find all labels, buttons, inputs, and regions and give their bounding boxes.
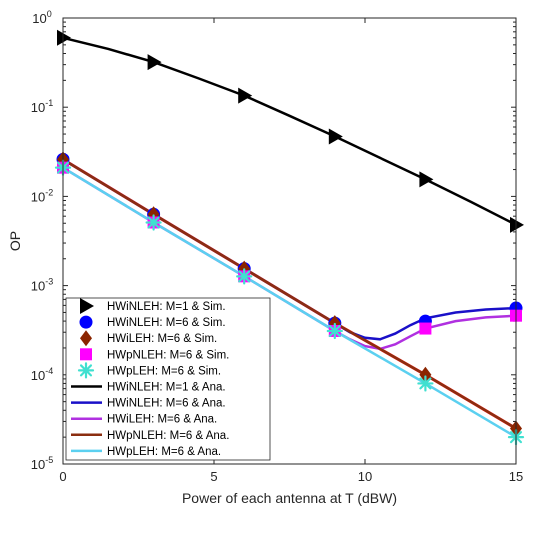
data-point <box>147 54 162 71</box>
asterisk-stroke <box>79 364 93 377</box>
series-line <box>62 158 517 430</box>
legend-entry-label: HWiLEH: M=6 & Sim. <box>107 333 217 345</box>
data-point <box>419 322 432 335</box>
legend-entry-label: HWiLEH: M=6 & Ana. <box>107 414 217 426</box>
series-markers <box>54 29 525 446</box>
data-point <box>79 315 93 329</box>
y-tick-exponent: -1 <box>45 98 53 108</box>
data-point <box>236 268 253 285</box>
series-line <box>62 166 517 439</box>
y-tick-base: 10 <box>31 100 45 115</box>
y-tick-exponent: -2 <box>45 187 53 197</box>
y-tick-base: 10 <box>31 189 45 204</box>
y-tick-label: 10-2 <box>31 187 53 204</box>
x-tick-label: 0 <box>59 469 66 484</box>
data-point <box>145 214 162 231</box>
x-axis-label: Power of each antenna at T (dBW) <box>182 490 397 506</box>
x-tick-label: 15 <box>509 469 523 484</box>
y-tick-base: 10 <box>31 457 45 472</box>
legend-entry-label: HWpNLEH: M=6 & Sim. <box>107 349 229 361</box>
data-point <box>417 375 434 392</box>
y-tick-base: 10 <box>32 11 46 26</box>
data-point <box>419 171 434 188</box>
y-tick-label: 10-3 <box>31 277 53 294</box>
y-tick-label: 10-5 <box>31 455 53 472</box>
data-point <box>80 348 92 361</box>
legend-entry-label: HWiNLEH: M=6 & Sim. <box>107 317 226 329</box>
data-point <box>510 216 524 233</box>
legend-entry-label: HWpLEH: M=6 & Ana. <box>107 446 221 458</box>
legend: HWiNLEH: M=1 & Sim. HWiNLEH: M=6 & Sim. HW… <box>65 297 271 461</box>
legend-entry-label: HWiNLEH: M=1 & Ana. <box>107 382 226 394</box>
legend-entry-label: HWpNLEH: M=6 & Ana. <box>107 430 229 442</box>
y-tick-exponent: -4 <box>45 366 53 376</box>
legend-entry-label: HWpLEH: M=6 & Sim. <box>107 365 221 377</box>
data-point <box>57 29 71 46</box>
x-tick-label: 10 <box>358 469 372 484</box>
x-tick-label: 5 <box>210 469 217 484</box>
y-tick-base: 10 <box>31 368 45 383</box>
data-point <box>419 366 432 383</box>
y-tick-label: 10-1 <box>31 98 53 115</box>
y-tick-base: 10 <box>31 279 45 294</box>
y-tick-exponent: -5 <box>45 455 53 465</box>
data-point <box>238 87 253 104</box>
y-tick-exponent: 0 <box>47 9 52 19</box>
data-point <box>77 362 95 379</box>
y-tick-label: 100 <box>32 9 51 26</box>
asterisk-stroke <box>238 270 251 283</box>
data-point <box>328 128 343 145</box>
series-line <box>62 36 517 226</box>
data-point <box>80 298 94 314</box>
legend-box <box>65 297 271 461</box>
y-tick-exponent: -3 <box>45 277 53 287</box>
data-point <box>326 322 343 340</box>
asterisk-stroke <box>419 377 432 390</box>
plot-frame <box>62 17 517 465</box>
legend-entry-label: HWiNLEH: M=6 & Ana. <box>107 398 226 410</box>
data-point <box>80 330 92 347</box>
y-tick-label: 10-4 <box>31 366 53 383</box>
y-axis-label: OP <box>7 231 23 251</box>
asterisk-stroke <box>147 216 160 229</box>
asterisk-stroke <box>328 324 341 338</box>
legend-entry-label: HWiNLEH: M=1 & Sim. <box>107 301 226 313</box>
